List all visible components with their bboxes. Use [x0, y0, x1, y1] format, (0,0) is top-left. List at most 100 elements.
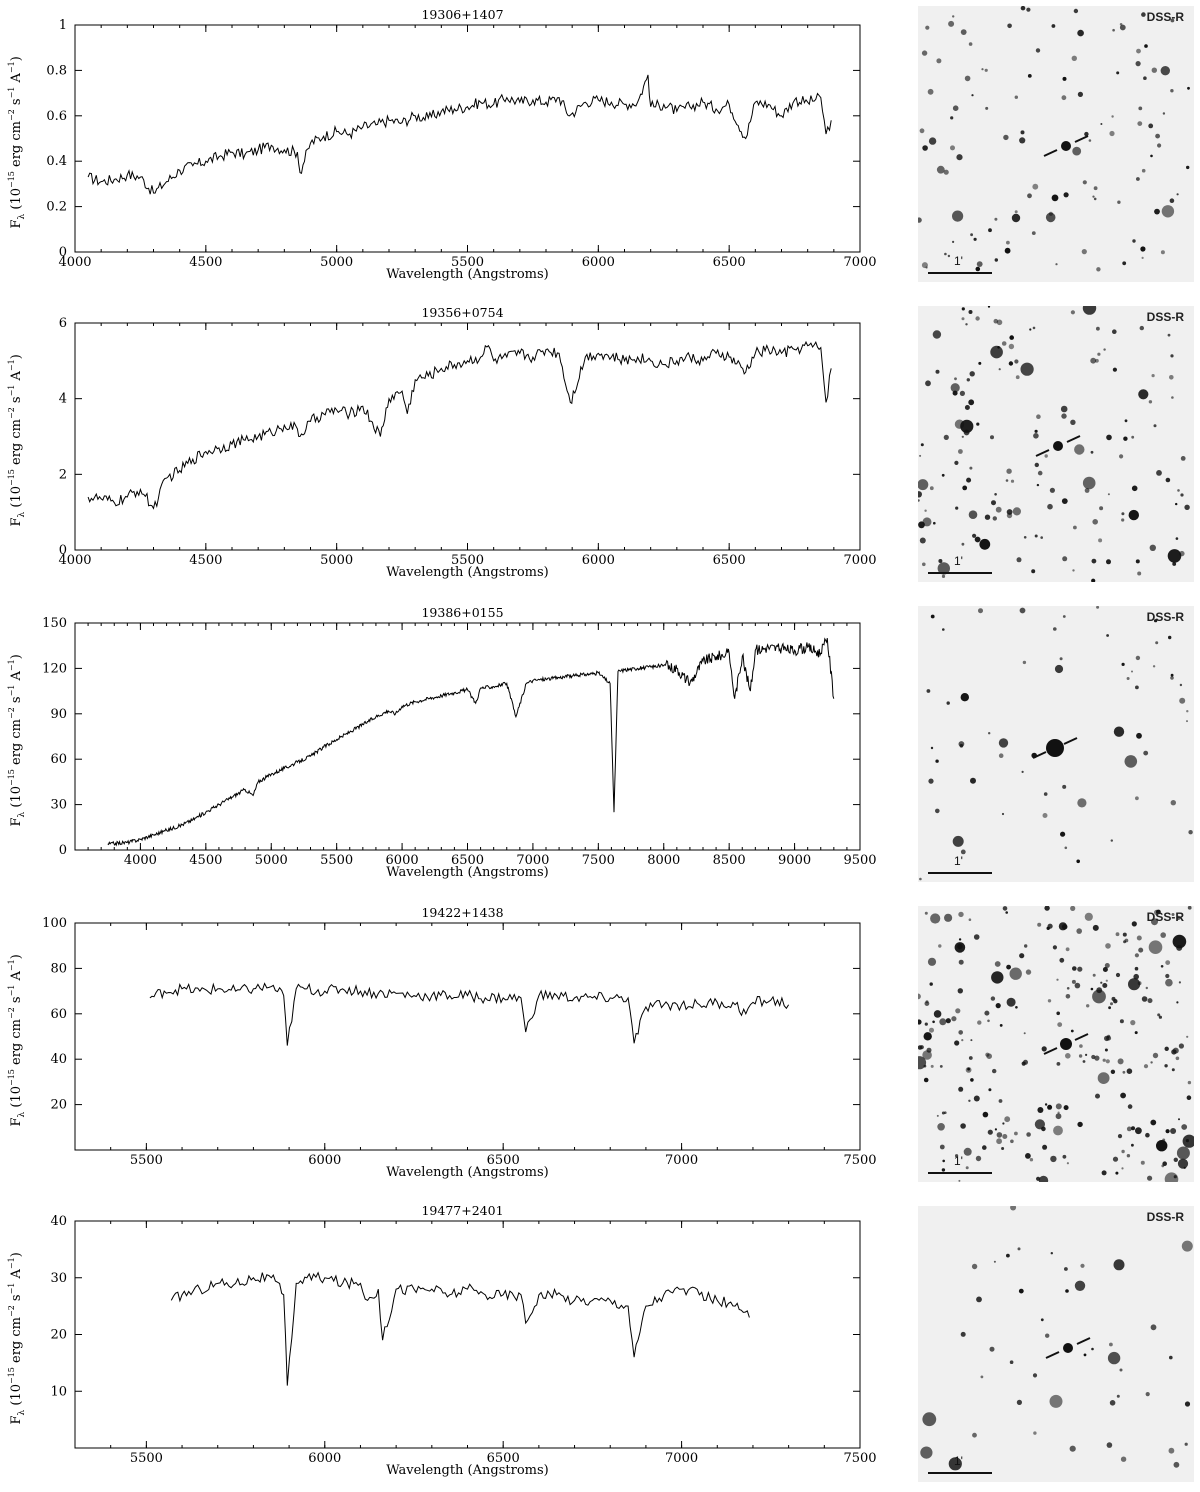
spectrum-chart: 4000 4500 5000 5500 6000 6500 7000 0 0.2 0.4 0.6 0.…	[7, 7, 877, 282]
star	[1036, 483, 1040, 487]
star	[1177, 1158, 1189, 1169]
star	[1102, 967, 1108, 972]
star	[1181, 1240, 1193, 1252]
star	[1006, 964, 1011, 970]
star	[1033, 1431, 1037, 1435]
star	[961, 1039, 964, 1042]
dss-image: DSS-R 1'	[918, 606, 1194, 882]
star	[994, 258, 998, 262]
star	[1045, 212, 1056, 223]
y-tick-label: 30	[50, 798, 67, 813]
star	[1050, 1252, 1053, 1255]
star	[1015, 1006, 1018, 1009]
star	[1104, 963, 1110, 968]
star	[1107, 493, 1110, 496]
star	[1065, 1289, 1069, 1293]
x-tick-label: 5000	[320, 255, 353, 270]
star	[1115, 972, 1121, 978]
scale-label: 1'	[954, 1154, 963, 1168]
star-field	[918, 6, 1194, 282]
star	[1070, 419, 1076, 425]
spectrum-chart: 4000 4500 5000 5500 6000 6500 7000 0 2 4 6 19356+07…	[7, 305, 877, 580]
x-tick-label: 6000	[582, 553, 615, 568]
star	[1104, 1048, 1108, 1052]
survey-label: DSS-R	[1146, 10, 1184, 24]
star	[1016, 557, 1022, 563]
star	[1086, 1004, 1090, 1008]
star	[1187, 86, 1190, 90]
star	[1083, 1353, 1087, 1357]
star	[1014, 359, 1019, 364]
star	[1135, 1127, 1142, 1135]
star	[1121, 1167, 1124, 1170]
star	[1135, 685, 1139, 690]
spectrum-panel: 4000 4500 5000 5500 6000 6500 7000 7500 8000 8500…	[0, 598, 900, 888]
y-tick-label: 80	[50, 961, 67, 976]
star	[1148, 400, 1153, 404]
x-tick-label: 5000	[255, 853, 288, 868]
survey-label: DSS-R	[1146, 310, 1184, 324]
star	[1170, 18, 1175, 23]
star	[954, 1040, 960, 1046]
x-tick-label: 4000	[124, 853, 157, 868]
y-tick-label: 0.4	[46, 154, 67, 169]
survey-label: DSS-R	[1146, 1210, 1184, 1224]
star	[1151, 67, 1157, 73]
star	[1136, 935, 1142, 941]
y-tick-label: 20	[50, 1098, 67, 1113]
star	[1066, 1162, 1069, 1165]
star	[1004, 247, 1011, 254]
star	[918, 1019, 922, 1025]
star	[1112, 329, 1117, 334]
star	[926, 689, 931, 693]
x-tick-label: 6500	[487, 1451, 520, 1466]
star	[960, 693, 969, 702]
star	[1005, 911, 1008, 914]
star	[1070, 310, 1075, 315]
star	[1135, 61, 1141, 67]
star	[937, 562, 950, 575]
star	[1090, 357, 1097, 364]
star	[929, 1027, 934, 1033]
star	[1026, 1132, 1031, 1137]
x-tick-label: 6000	[582, 255, 615, 270]
star	[1026, 7, 1031, 12]
star	[1003, 134, 1009, 141]
star	[1061, 498, 1068, 504]
star	[1138, 947, 1144, 953]
star	[1057, 1111, 1060, 1114]
star	[996, 1138, 1002, 1145]
star	[1064, 846, 1068, 850]
star	[998, 738, 1009, 748]
star	[1047, 923, 1053, 929]
star	[982, 1111, 989, 1118]
star	[1095, 358, 1099, 363]
star-field	[918, 606, 1194, 882]
star	[1065, 1053, 1071, 1059]
star	[1133, 973, 1139, 980]
star	[1112, 28, 1115, 32]
star	[1105, 979, 1108, 982]
star	[1002, 1122, 1005, 1125]
star	[1162, 1161, 1167, 1166]
star	[941, 574, 946, 578]
star	[1134, 1031, 1138, 1035]
star	[989, 1346, 995, 1352]
star	[1029, 1158, 1034, 1162]
star	[955, 1154, 959, 1158]
y-tick-label: 100	[42, 916, 67, 931]
star	[944, 913, 953, 922]
star	[952, 835, 964, 847]
y-axis-label: Fλ (10−15 erg cm−2 s−1 A−1)	[7, 354, 27, 526]
star	[923, 1032, 932, 1041]
star	[1170, 676, 1174, 680]
star	[1044, 906, 1050, 911]
star	[1012, 507, 1021, 516]
x-tick-label: 7000	[665, 1153, 698, 1168]
star	[975, 1155, 982, 1162]
star	[1148, 123, 1154, 129]
star	[1095, 1093, 1100, 1099]
star	[1001, 812, 1005, 816]
star	[970, 1039, 973, 1042]
star	[1161, 205, 1175, 218]
